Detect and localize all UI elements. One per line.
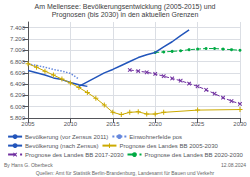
svg-text:6.200: 6.200 — [10, 92, 26, 98]
svg-text:Am Mellensee: Bevölkerungsentw: Am Mellensee: Bevölkerungsentwicklung (2… — [35, 3, 216, 11]
svg-text:2010: 2010 — [64, 121, 78, 127]
svg-text:6.400: 6.400 — [10, 81, 26, 87]
svg-text:7.000: 7.000 — [10, 47, 26, 53]
svg-text:6.800: 6.800 — [10, 59, 26, 65]
svg-text:2020: 2020 — [149, 121, 163, 127]
svg-text:6.600: 6.600 — [10, 70, 26, 76]
svg-text:12.08.2024: 12.08.2024 — [221, 162, 246, 168]
svg-text:Einwohnerfelde pos: Einwohnerfelde pos — [129, 134, 182, 140]
svg-text:Prognose des Landes BB 2005-20: Prognose des Landes BB 2005-2030 — [119, 143, 218, 149]
svg-text:2025: 2025 — [191, 121, 205, 127]
svg-text:7.200: 7.200 — [10, 36, 26, 42]
svg-text:Prognose des Landes BB 2020-20: Prognose des Landes BB 2020-2030 — [145, 152, 244, 158]
svg-text:Bevölkerung (nach Zensus): Bevölkerung (nach Zensus) — [25, 143, 98, 149]
svg-text:By Hans G. Oberbeck: By Hans G. Oberbeck — [4, 162, 53, 168]
svg-text:Prognose des Landes BB 2017-20: Prognose des Landes BB 2017-2030 — [25, 152, 124, 158]
svg-text:2030: 2030 — [233, 121, 247, 127]
svg-text:6.000: 6.000 — [10, 104, 26, 110]
svg-text:2015: 2015 — [106, 121, 120, 127]
svg-text:Bevölkerung (vor Zensus 2011): Bevölkerung (vor Zensus 2011) — [25, 134, 108, 140]
svg-text:7.400: 7.400 — [10, 25, 26, 31]
svg-text:Prognosen (bis 2030) in den ak: Prognosen (bis 2030) in den aktuellen Gr… — [52, 11, 199, 19]
svg-text:2005: 2005 — [21, 121, 35, 127]
svg-text:Quellen: Amt für Statistik Ber: Quellen: Amt für Statistik Berlin-Brande… — [36, 170, 215, 176]
svg-text:5.800: 5.800 — [10, 115, 25, 121]
